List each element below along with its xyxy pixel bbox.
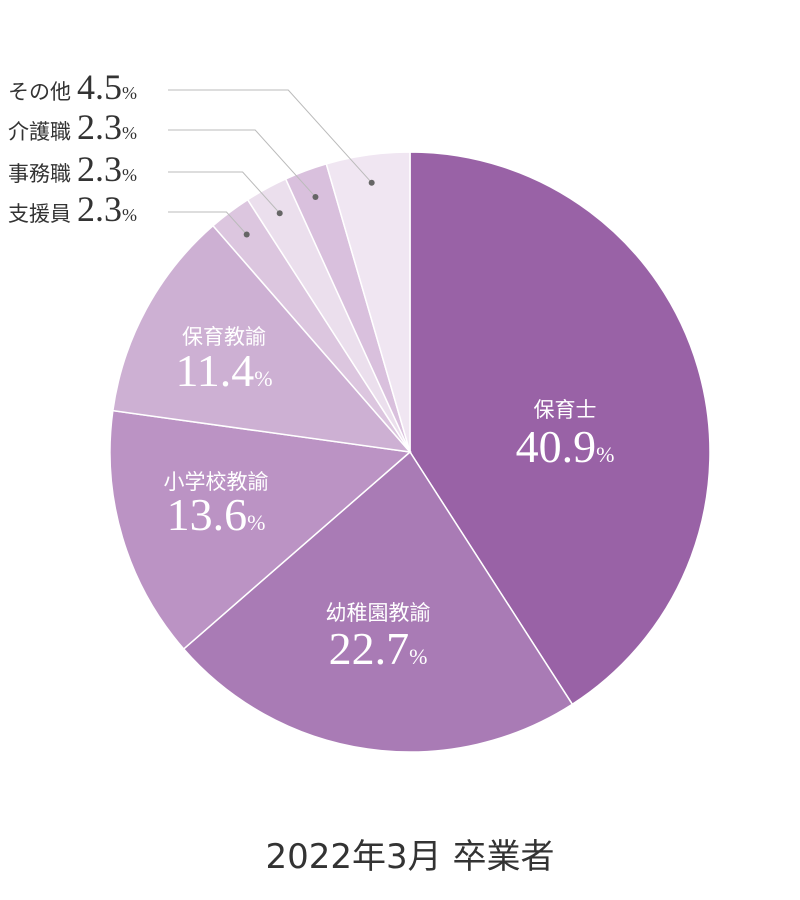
value-label: 11.4% [175, 345, 272, 396]
outer-label: 事務職 2.3% [8, 149, 137, 189]
outer-label: 介護職 2.3% [8, 107, 137, 147]
value-number: 4.5 [77, 67, 122, 107]
value-number: 13.6 [167, 489, 248, 540]
pie-slice [409, 151, 711, 706]
value-unit: % [122, 123, 137, 143]
leader-dot [312, 193, 319, 200]
pie-slice [112, 224, 412, 454]
chart-title: 2022年3月 卒業者 [266, 837, 555, 877]
value-number: 40.9 [516, 421, 597, 472]
slice-name: 事務職 [8, 162, 71, 186]
slice-label: 小学校教諭 [164, 470, 269, 494]
outer-label: 支援員 2.3% [8, 189, 137, 229]
pie-slice [182, 450, 574, 753]
value-label: 13.6% [167, 489, 266, 540]
leader-line [168, 129, 316, 198]
slice-name: 介護職 [8, 120, 71, 144]
leader-dot [243, 231, 250, 238]
value-unit: % [122, 165, 137, 185]
value-unit: % [596, 442, 614, 467]
value-number: 22.7 [329, 623, 410, 674]
slice-label: 幼稚園教諭 [326, 601, 431, 625]
value-unit: % [122, 83, 137, 103]
leader-line [168, 171, 281, 214]
slice-label: 保育教諭 [182, 325, 266, 349]
value-unit: % [247, 510, 265, 535]
outer-label: その他 4.5% [8, 67, 137, 107]
value-label: 40.9% [516, 421, 615, 472]
leader-dot [368, 179, 375, 186]
slice-label: 保育士 [534, 398, 597, 422]
leader-dot [276, 210, 283, 217]
slice-name: その他 [8, 80, 71, 104]
value-number: 11.4 [175, 345, 254, 396]
pie-slice [109, 409, 412, 651]
leader-line [168, 89, 373, 184]
slice-name: 支援員 [8, 202, 71, 226]
value-unit: % [254, 366, 272, 391]
value-label: 22.7% [329, 623, 428, 674]
value-unit: % [409, 644, 427, 669]
value-number: 2.3 [77, 189, 122, 229]
value-number: 2.3 [77, 149, 122, 189]
leader-line [168, 211, 248, 235]
pie-slice [325, 151, 411, 453]
value-number: 2.3 [77, 107, 122, 147]
value-unit: % [122, 205, 137, 225]
